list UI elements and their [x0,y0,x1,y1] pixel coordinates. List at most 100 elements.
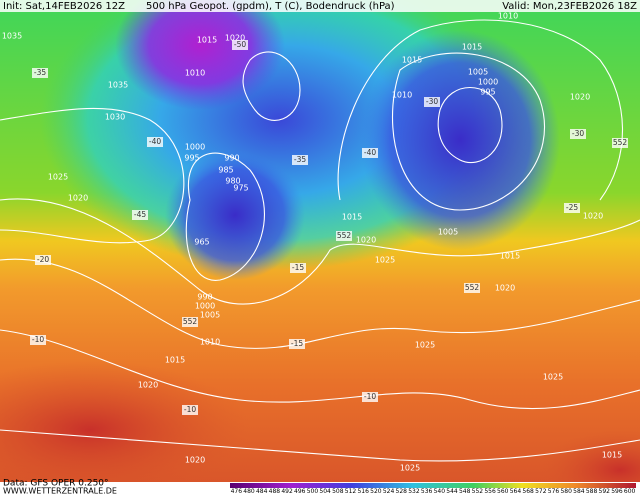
temperature-label-box [362,392,378,402]
colorbar-label: 544 [446,488,458,495]
colorbar-label: 520 [370,488,382,495]
colorbar-label: 504 [319,488,331,495]
temperature-label-box [564,203,580,213]
isobar-label: 1020 [570,93,590,102]
colorbar-label: 508 [332,488,344,495]
isobar-label: 1010 [200,338,220,347]
temperature-label: -40 [364,148,376,157]
colorbar-label: 484 [256,488,268,495]
isobar-label: 1020 [138,381,158,390]
isobar-label: 1020 [68,194,88,203]
isobar-label: 995 [480,88,495,97]
temperature-label: -35 [34,68,46,77]
trough [360,30,560,250]
temperature-label: -10 [364,392,376,401]
colorbar-label: 480 [243,488,255,495]
temperature-label: -15 [291,339,303,348]
isobar-label: 1005 [438,228,458,237]
temperature-label: -50 [234,40,246,49]
temperature-label-box [290,263,306,273]
height-label: 552 [183,317,198,326]
colorbar-label: 552 [472,488,484,495]
temperature-label-box [362,148,378,158]
isobars [0,19,640,462]
temperature-label: -45 [134,210,146,219]
isobar-label: 1020 [495,284,515,293]
isobar-label: 1035 [108,81,128,90]
map-title: 500 hPa Geopot. (gpdm), T (C), Bodendruc… [146,1,395,12]
website: WWW.WETTERZENTRALE.DE [3,487,117,496]
temperature-label-box [424,97,440,107]
temperature-label-box [292,155,308,165]
temperature-label: -35 [294,155,306,164]
colorbar-label: 596 [611,488,623,495]
colorbar-label: 560 [497,488,509,495]
colorbar-label: 540 [434,488,446,495]
isobar-label: 1010 [185,69,205,78]
isobar-label: 1020 [356,236,376,245]
colorbar-label: 532 [408,488,420,495]
isobar-label: 1010 [392,91,412,100]
isobar-label: 980 [225,177,240,186]
isobar-label: 990 [224,154,239,163]
colorbar-label: 512 [345,488,357,495]
colorbar-label: 500 [307,488,319,495]
colorbar-label: 580 [560,488,572,495]
colorbar-label: 556 [484,488,496,495]
isobar-label: 1020 [185,456,205,465]
isobar-label: 1000 [195,302,215,311]
colorbar-label: 600 [624,488,636,495]
isobar-label: 1020 [583,212,603,221]
isobar-label: 1000 [478,78,498,87]
temperature-label: -20 [37,255,49,264]
isobar-label: 1015 [602,451,622,460]
temperature-label-box [232,40,248,50]
isobar-label: 1010 [498,12,518,21]
isobar-label: 1015 [462,43,482,52]
temperature-label-box [30,335,46,345]
warm-air [540,430,640,499]
isobar-label: 1005 [468,68,488,77]
init-time: Init: Sat,14FEB2026 12Z [3,1,125,12]
temperature-label-box [132,210,148,220]
colorbar-label: 476 [231,488,243,495]
isobar-label: 1030 [105,113,125,122]
colorbar-label: 592 [599,488,611,495]
colorbar-label: 536 [421,488,433,495]
colorbar-label: 492 [281,488,293,495]
height-label-box [612,138,628,148]
isobar-label: 1025 [543,373,563,382]
height-label: 552 [613,138,628,147]
isobar-label: 990 [197,293,212,302]
data-source: Data: GFS OPER 0.250° [3,479,109,489]
temperature-label-box [32,68,48,78]
temperature-label: -40 [149,137,161,146]
colorbar-label: 496 [294,488,306,495]
colorbar [230,483,636,488]
temperature-label: -15 [292,263,304,272]
isobar-label: 1035 [2,32,22,41]
colorbar-label: 584 [573,488,585,495]
height-label-box [464,283,480,293]
temperature-label: -30 [572,129,584,138]
height-label: 552 [465,283,480,292]
temperature-label-box [570,129,586,139]
temperature-label-box [147,137,163,147]
isobar-label: 1025 [48,173,68,182]
colorbar-label: 576 [548,488,560,495]
colorbar-label: 524 [383,488,395,495]
temperature-label: -10 [32,335,44,344]
isobar-label: 965 [194,238,209,247]
valid-time: Valid: Mon,23FEB2026 18Z [502,1,637,12]
trough [165,150,305,280]
isobar-label: 995 [184,154,199,163]
polar-vortex [115,0,285,110]
warm-air [0,360,250,499]
height-label-box [182,317,198,327]
isobar-label: 985 [218,166,233,175]
isobar-label: 1015 [197,36,217,45]
colorbar-label: 516 [357,488,369,495]
isobar-label: 1025 [415,341,435,350]
